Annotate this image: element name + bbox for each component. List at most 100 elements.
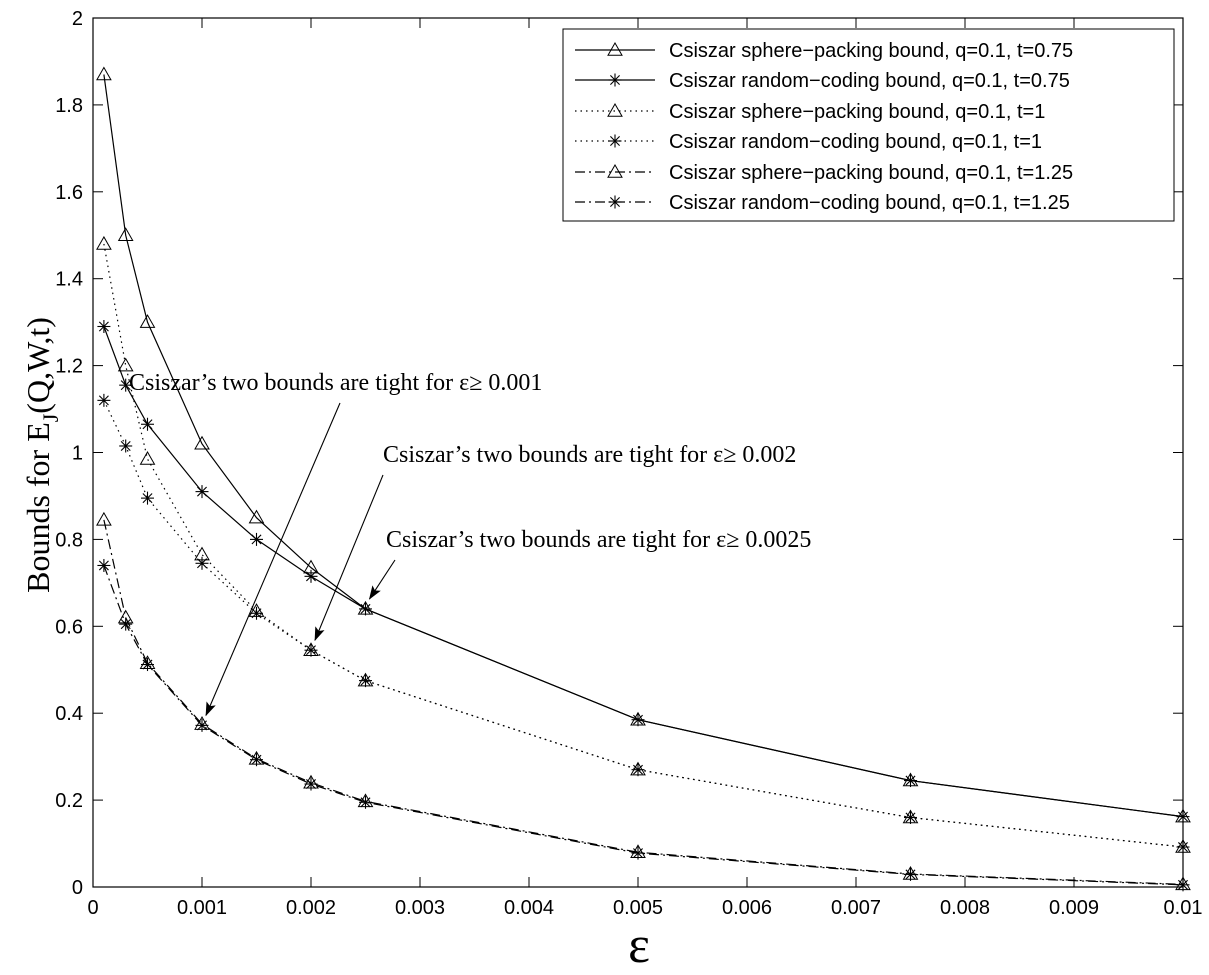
y-tick-label: 1.2 [55,356,83,378]
legend-label-6: Csiszar random−coding bound, q=0.1, t=1.… [669,192,1070,214]
y-axis: 0 0.2 0.4 0.6 0.8 1 1.2 1.4 1.6 1.8 2 [55,8,1183,899]
annotation-arrow-1 [205,402,341,717]
x-tick-label: 0.004 [504,897,554,919]
star-marker [195,718,209,732]
star-marker [141,491,154,505]
x-tick-label: 0.003 [395,897,445,919]
series-line [103,326,1184,818]
x-tick-label: 0.007 [831,897,881,919]
legend-marker-2 [608,73,622,87]
triangle-marker [248,509,265,524]
star-marker [195,485,209,499]
y-tick-label: 1.6 [55,182,83,204]
star-marker [904,867,917,881]
y-axis-label-sub: J [38,413,63,422]
y-tick-label: 1.4 [55,269,83,291]
star-marker [119,617,133,631]
triangle-marker [96,66,112,81]
x-tick-label: 0.002 [286,897,336,919]
y-tick-label: 1 [72,443,83,465]
star-marker [304,643,318,657]
star-marker [359,795,372,809]
y-axis-label: Bounds for EJ(Q,W,t) [20,317,63,593]
legend-marker-3 [607,102,623,117]
star-marker [119,439,133,453]
legend-label-4: Csiszar random−coding bound, q=0.1, t=1 [669,131,1042,153]
star-marker [1176,810,1190,824]
y-tick-label: 0.8 [55,529,83,551]
series-layer [96,66,1191,892]
triangle-marker [194,435,210,450]
triangle-marker [117,357,134,372]
star-marker [631,713,645,727]
star-marker [359,674,372,688]
legend-marker-1 [607,41,623,56]
x-tick-label: 0.008 [940,897,990,919]
legend-label-2: Csiszar random−coding bound, q=0.1, t=0.… [669,70,1070,92]
triangle-marker [96,511,112,526]
y-tick-label: 0.2 [55,790,83,812]
legend-label-5: Csiszar sphere−packing bound, q=0.1, t=1… [669,162,1073,184]
series-line [103,519,1184,885]
star-marker [904,774,917,788]
star-marker [1176,878,1190,892]
star-marker [631,763,645,777]
star-marker [304,777,318,791]
y-axis-label-main: Bounds for E [20,422,56,593]
legend: Csiszar sphere−packing bound, q=0.1, t=0… [562,28,1175,222]
x-tick-label: 0.006 [722,897,772,919]
legend-marker-4 [608,134,622,148]
annotation-arrow-2 [314,474,384,642]
y-tick-label: 0 [72,877,83,899]
star-marker [97,558,111,572]
star-marker [141,658,154,672]
triangle-marker [139,314,156,328]
star-marker [250,606,263,620]
star-marker [97,319,111,333]
y-axis-label-suffix: (Q,W,t) [20,317,56,414]
y-tick-label: 1.8 [55,95,83,117]
legend-marker-6 [608,195,622,209]
annotations: Csiszar’s two bounds are tight for ε≥ 0.… [129,370,811,717]
star-marker [141,417,154,431]
triangle-marker [139,451,156,465]
legend-label-3: Csiszar sphere−packing bound, q=0.1, t=1 [669,101,1045,123]
legend-marker-5 [607,163,623,178]
series-6 [97,558,1190,892]
annotation-text-1: Csiszar’s two bounds are tight for ε≥ 0.… [129,370,542,396]
x-tick-label: 0.005 [613,897,663,919]
annotation-arrow-3 [368,559,396,600]
x-axis-label: ε [628,917,650,974]
legend-entry-1: Csiszar sphere−packing bound, q=0.1, t=0… [575,40,1073,62]
x-tick-label: 0.001 [177,897,227,919]
x-tick-label: 0.009 [1049,897,1099,919]
series-2 [97,319,1190,824]
legend-entry-3: Csiszar sphere−packing bound, q=0.1, t=1 [575,101,1045,123]
x-axis: 0 0.001 0.002 0.003 0.004 0.005 0.006 0.007 0.00… [87,18,1202,919]
y-tick-label: 0.4 [55,703,83,725]
annotation-text-2: Csiszar’s two bounds are tight for ε≥ 0.… [383,442,796,468]
series-4 [97,393,1190,854]
y-tick-label: 0.6 [55,616,83,638]
series-line [103,565,1184,886]
x-tick-label: 0.01 [1164,897,1203,919]
legend-box [562,28,1175,222]
star-marker [1176,840,1190,854]
triangle-marker [96,235,112,250]
legend-entry-5: Csiszar sphere−packing bound, q=0.1, t=1… [575,162,1073,184]
triangle-marker [117,227,134,241]
star-marker [250,753,263,767]
y-tick-label: 2 [72,8,83,30]
star-marker [359,602,372,616]
star-marker [631,846,645,860]
star-marker [250,532,263,546]
legend-label-1: Csiszar sphere−packing bound, q=0.1, t=0… [669,40,1073,62]
series-line [103,243,1184,848]
x-tick-label: 0 [87,897,98,919]
star-marker [904,810,917,824]
star-marker [304,569,318,583]
star-marker [119,378,133,392]
annotation-text-3: Csiszar’s two bounds are tight for ε≥ 0.… [386,527,811,553]
star-marker [195,556,209,570]
